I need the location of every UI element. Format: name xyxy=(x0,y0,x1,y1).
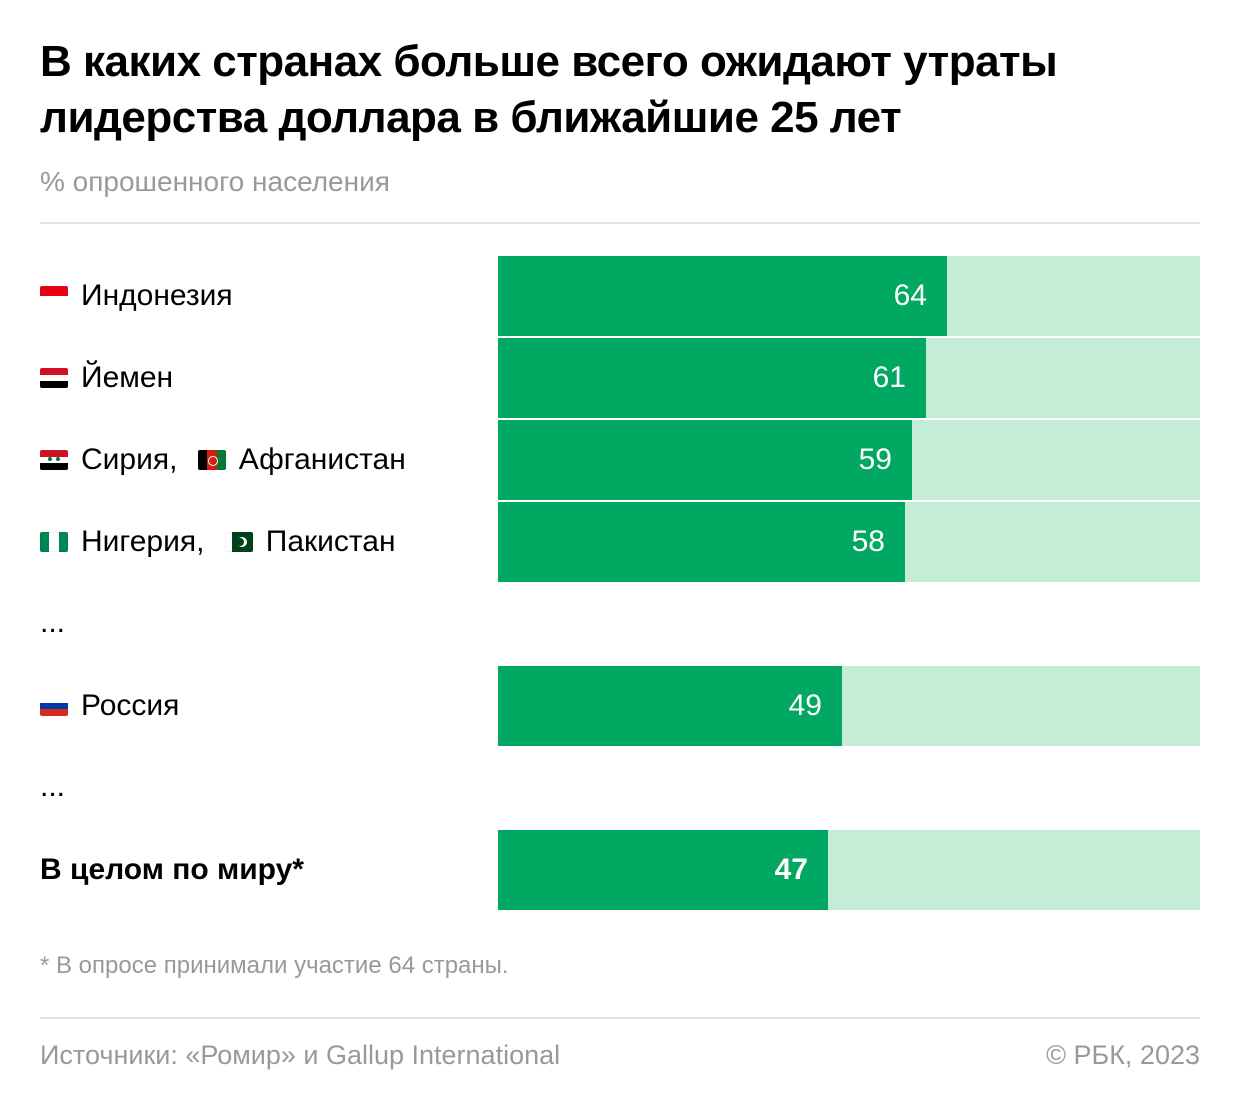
bar-track: 61 xyxy=(498,338,1200,418)
bar-track: 49 xyxy=(498,666,1200,746)
country-label: Йемен xyxy=(40,338,173,418)
ellipsis-gap: ... xyxy=(40,770,66,803)
bar-value-label: 47 xyxy=(774,853,808,886)
bar-value-label: 58 xyxy=(851,525,885,558)
footnote: * В опросе принимали участие 64 страны. xyxy=(40,952,509,979)
ellipsis-gap: ... xyxy=(40,606,66,639)
nigeria-flag-icon xyxy=(40,532,68,552)
bar-track: 47 xyxy=(498,830,1200,910)
source-note: Источники: «Ромир» и Gallup Internationa… xyxy=(40,1040,561,1070)
country-label: Индонезия xyxy=(40,256,233,336)
bar-value-label: 49 xyxy=(788,689,822,722)
bar: 58 xyxy=(498,502,905,582)
copyright: © РБК, 2023 xyxy=(1046,1040,1200,1070)
russia-flag-icon xyxy=(40,696,68,716)
country-name: Нигерия, xyxy=(81,525,213,558)
bar-track: 59 xyxy=(498,420,1200,500)
country-name: Россия xyxy=(81,689,180,722)
bar: 49 xyxy=(498,666,842,746)
country-name: Йемен xyxy=(81,361,174,394)
syria-flag-icon xyxy=(40,450,68,470)
country-name: Сирия, xyxy=(81,443,186,476)
bottom-divider xyxy=(40,1017,1200,1019)
yemen-flag-icon xyxy=(40,368,68,388)
country-label: Россия xyxy=(40,666,179,746)
bar: 64 xyxy=(498,256,947,336)
country-name: Индонезия xyxy=(81,279,233,312)
top-divider xyxy=(40,222,1200,224)
chart-title: В каких странах больше всего ожидают утр… xyxy=(40,37,1058,142)
bar: 61 xyxy=(498,338,926,418)
bar-value-label: 64 xyxy=(893,279,927,312)
bar-track: 64 xyxy=(498,256,1200,336)
country-label: Нигерия, Пакистан xyxy=(40,502,396,582)
chart-subtitle: % опрошенного населения xyxy=(40,166,390,197)
bar: 59 xyxy=(498,420,912,500)
indonesia-flag-icon xyxy=(40,286,68,306)
afghanistan-flag-icon xyxy=(197,450,226,470)
bar-track: 58 xyxy=(498,502,1200,582)
bar: 47 xyxy=(498,830,828,910)
bar-value-label: 61 xyxy=(872,361,906,394)
country-name: Афганистан xyxy=(238,443,406,476)
world-total-label: В целом по миру* xyxy=(40,830,304,910)
pakistan-flag-icon xyxy=(224,532,253,552)
bar-value-label: 59 xyxy=(858,443,892,476)
country-name: Пакистан xyxy=(265,525,396,558)
country-label: Сирия, Афганистан xyxy=(40,420,406,500)
country-name: В целом по миру* xyxy=(40,853,304,886)
